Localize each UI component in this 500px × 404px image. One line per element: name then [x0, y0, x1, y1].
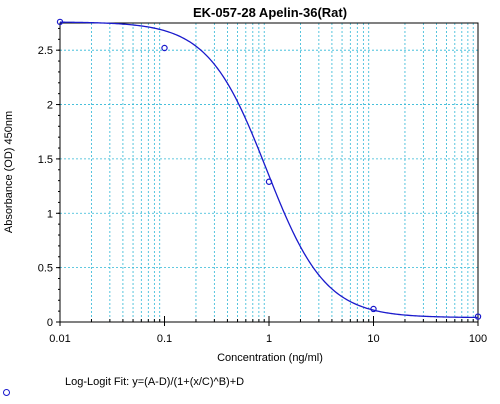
x-tick-label: 0.01 — [49, 333, 70, 345]
x-tick-label: 100 — [469, 333, 487, 345]
chart-title: EK-057-28 Apelin-36(Rat) — [193, 5, 347, 20]
y-axis-label: Absorbance (OD) 450nm — [3, 111, 15, 233]
y-tick-label: 2 — [47, 100, 53, 112]
marker-legend-icon — [3, 389, 10, 396]
tick-labels: 0.01 0.1 1 10 100 0 0.5 1 1.5 2 2.5 — [38, 45, 487, 345]
data-points — [56, 18, 482, 320]
y-tick-label: 0 — [47, 317, 53, 329]
x-axis-label: Concentration (ng/ml) — [217, 352, 323, 364]
data-point — [474, 313, 482, 320]
axis-ticks — [56, 27, 479, 326]
fit-equation-label: Log-Logit Fit: y=(A-D)/(1+(x/C)^B)+D — [65, 376, 244, 388]
x-tick-label: 1 — [266, 333, 272, 345]
y-tick-label: 0.5 — [38, 263, 53, 275]
grid-lines — [60, 23, 478, 322]
x-tick-label: 10 — [367, 333, 379, 345]
x-tick-label: 0.1 — [157, 333, 172, 345]
data-point — [56, 18, 64, 26]
data-point — [161, 44, 168, 52]
y-tick-label: 1.5 — [38, 154, 53, 166]
y-tick-label: 1 — [47, 208, 53, 220]
data-point — [370, 305, 377, 313]
fit-curve — [59, 21, 479, 319]
data-point — [265, 178, 273, 185]
y-tick-label: 2.5 — [38, 45, 53, 57]
